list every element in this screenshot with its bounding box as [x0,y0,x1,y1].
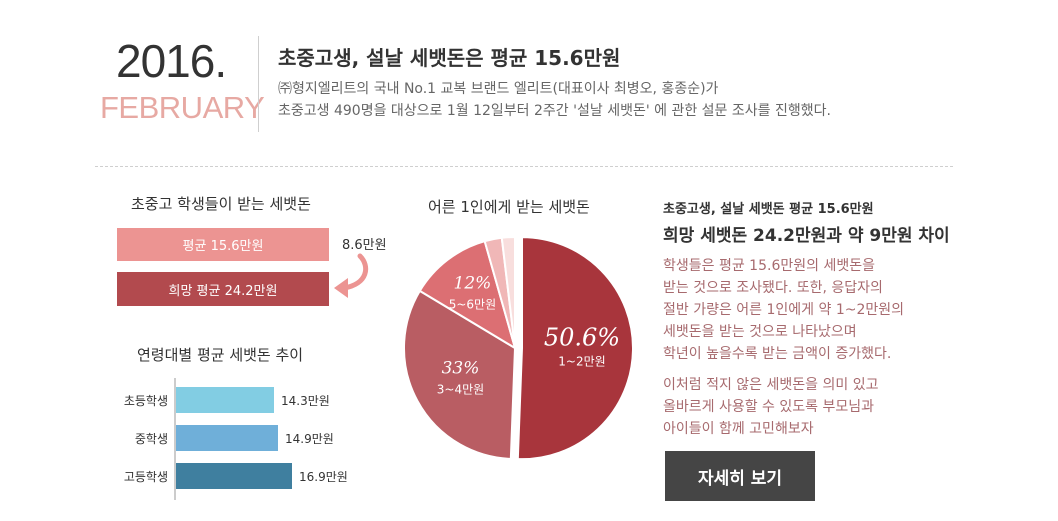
summary-line: 학년이 높을수록 받는 금액이 증가했다. [663,346,892,362]
pie-chart-title: 어른 1인에게 받는 세뱃돈 [428,198,590,216]
compare-chart-title: 초중고 학생들이 받는 세뱃돈 [131,195,311,213]
age-value-label: 14.3만원 [281,394,330,408]
pie-slice [403,289,517,460]
avg-bar: 평균 15.6만원 [117,228,329,261]
headline: 초중고생, 설날 세뱃돈은 평균 15.6만원 [278,46,621,70]
summary-line: 절반 가량은 어른 1인에게 약 1~2만원의 [663,302,905,318]
description: ㈜형지엘리트의 국내 No.1 교복 브랜드 엘리트(대표이사 최병오, 홍종순… [278,78,831,122]
summary-body: 학생들은 평균 15.6만원의 세뱃돈을 받는 것으로 조사됐다. 또한, 응답… [663,255,963,365]
age-value-label: 14.9만원 [285,432,334,446]
age-axis-line [174,378,176,500]
age-bar [176,387,274,413]
pie-pct-label: 50.6% [544,323,620,351]
summary-body-2: 이처럼 적지 않은 세뱃돈을 의미 있고 올바르게 사용할 수 있도록 부모님과… [663,374,963,440]
age-category-label: 초등학생 [123,394,168,408]
pie-range-label: 5~6만원 [449,297,496,311]
age-value-label: 16.9만원 [299,470,348,484]
age-category-label: 중학생 [134,432,168,446]
pie-range-label: 3~4만원 [437,383,484,397]
age-category-label: 고등학생 [123,470,168,484]
pie-pct-label: 12% [454,273,492,293]
age-bar [176,425,278,451]
summary-line: 아이들이 함께 고민해보자 [663,421,814,437]
year-label: 2016. [116,35,227,87]
age-chart-title: 연령대별 평균 세뱃돈 추이 [137,346,304,364]
pie-slice [516,236,634,461]
pie-chart: 50.6% 1~2만원 33% 3~4만원 12% 5~6만원 [403,235,634,461]
description-line-2: 초중고생 490명을 대상으로 1월 12일부터 2주간 '설날 세뱃돈' 에 … [278,103,831,119]
pie-range-label: 1~2만원 [558,354,605,368]
description-line-1: ㈜형지엘리트의 국내 No.1 교복 브랜드 엘리트(대표이사 최병오, 홍종순… [278,81,719,97]
summary-line: 올바르게 사용할 수 있도록 부모님과 [663,399,874,415]
summary-line: 학생들은 평균 15.6만원의 세뱃돈을 [663,258,875,274]
view-details-button[interactable]: 자세히 보기 [665,451,815,501]
age-bar [176,463,292,489]
pie-slice [418,239,517,351]
pie-slice [500,235,516,349]
summary-line: 이처럼 적지 않은 세뱃돈을 의미 있고 [663,377,879,393]
hope-bar: 희망 평균 24.2만원 [117,272,329,306]
summary-line: 받는 것으로 조사됐다. 또한, 응답자의 [663,280,883,296]
section-divider [95,166,953,167]
header-divider [258,36,259,132]
summary-line: 세뱃돈을 받는 것으로 나타났으며 [663,324,857,340]
curved-arrow-icon [334,253,369,298]
summary-title: 희망 세뱃돈 24.2만원과 약 9만원 차이 [663,226,950,246]
month-label: FEBRUARY [100,90,265,125]
summary-subtitle: 초중고생, 설날 세뱃돈 평균 15.6만원 [663,202,874,217]
pie-pct-label: 33% [442,359,480,379]
diff-label: 8.6만원 [342,238,387,253]
